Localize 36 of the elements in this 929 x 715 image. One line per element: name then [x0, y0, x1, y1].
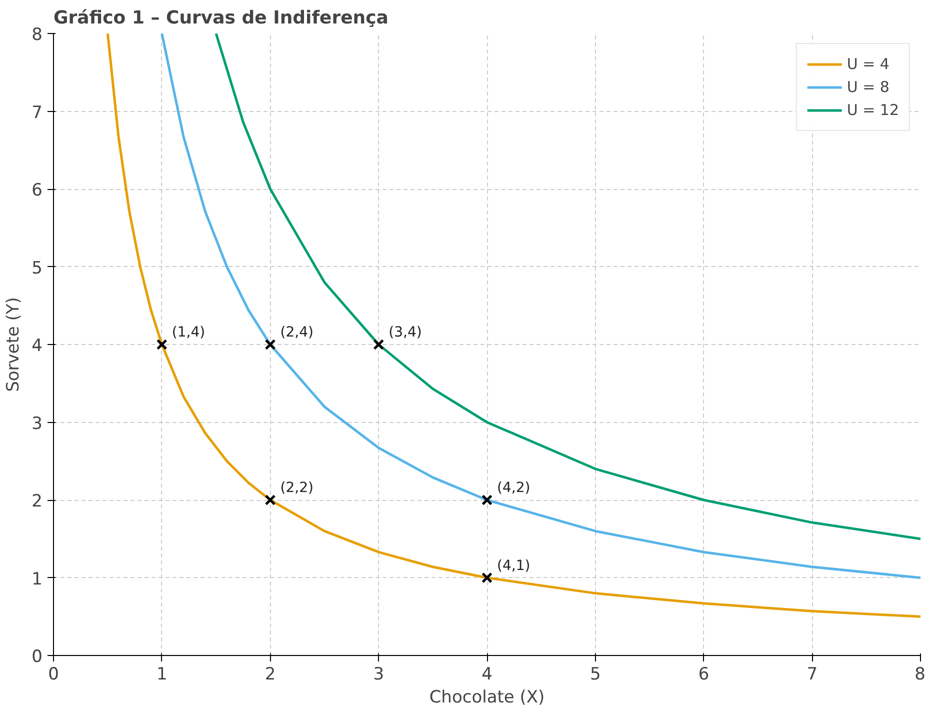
y-tick-label: 8 — [32, 25, 43, 45]
y-tick-label: 1 — [32, 569, 43, 590]
annotation: (4,1) — [497, 558, 530, 574]
x-axis-title: Chocolate (X) — [429, 688, 545, 708]
x-tick-label: 2 — [264, 664, 276, 684]
legend-label: U = 12 — [846, 101, 899, 119]
y-tick-label: 3 — [32, 414, 43, 434]
y-tick-label: 0 — [32, 647, 43, 667]
y-tick-label: 5 — [32, 258, 43, 278]
annotation: (4,2) — [497, 480, 530, 496]
y-tick-label: 7 — [32, 102, 43, 123]
x-tick-label: 7 — [806, 664, 818, 684]
y-tick-label: 2 — [32, 492, 43, 512]
x-tick-label: 5 — [590, 664, 601, 684]
point — [482, 494, 492, 506]
x-tick-label: 3 — [373, 664, 384, 684]
annotation: (2,2) — [280, 480, 314, 496]
point — [264, 339, 276, 350]
point — [482, 572, 492, 584]
x-tick-label: 6 — [698, 664, 710, 684]
annotation: (3,4) — [388, 324, 422, 340]
legend-label: U = 8 — [846, 78, 890, 96]
x-tick-label: 1 — [156, 664, 168, 684]
annotation: (2,4) — [280, 324, 314, 340]
point — [264, 494, 276, 506]
chart-title: Gráfico 1 – Curvas de Indiferença — [54, 8, 388, 28]
y-tick-label: 6 — [32, 180, 43, 200]
legend-label: U = 4 — [846, 55, 890, 73]
x-tick-label: 8 — [914, 664, 926, 684]
x-tick-label: 4 — [482, 664, 492, 684]
y-tick-label: 4 — [32, 336, 43, 356]
point — [156, 339, 168, 350]
x-tick-label: 0 — [48, 664, 59, 684]
point — [373, 339, 384, 350]
annotation: (1,4) — [172, 324, 206, 340]
y-axis-title: Sorvete (Y) — [4, 297, 24, 392]
